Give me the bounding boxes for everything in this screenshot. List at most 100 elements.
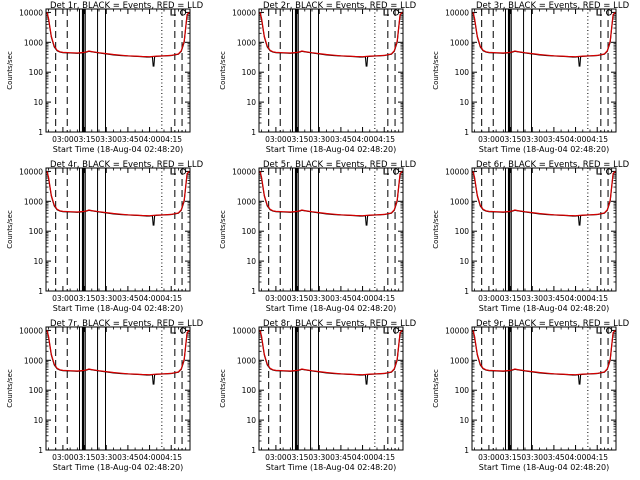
y-tick-label: 10000	[19, 326, 43, 335]
x-tick-label: 03:00	[265, 135, 287, 144]
x-tick-label: 04:00	[565, 135, 587, 144]
x-axis-label: Start Time (18-Aug-04 02:48:20)	[53, 304, 184, 313]
x-axis-label: Start Time (18-Aug-04 02:48:20)	[479, 304, 610, 313]
y-tick-label: 1000	[237, 197, 256, 206]
events-line	[259, 171, 403, 226]
y-tick-label: 100	[29, 386, 44, 395]
y-tick-label: 10	[246, 257, 256, 266]
y-tick-label: 100	[242, 227, 257, 236]
y-axis-label: Counts/sec	[219, 51, 227, 90]
events-line	[472, 330, 616, 385]
panel-det-9: Det 9r, BLACK = Events, RED = LLD 1 10 100 1…	[432, 319, 630, 472]
panel-det-8: Det 8r, BLACK = Events, RED = LLD 1 10 100 1…	[219, 319, 417, 472]
plot-frame	[471, 8, 617, 133]
y-axis-label: Counts/sec	[432, 51, 440, 90]
plot-frame	[45, 167, 191, 292]
x-tick-label: 04:00	[565, 294, 587, 303]
y-tick-label: 10000	[19, 167, 43, 176]
plot-frame	[258, 8, 404, 133]
x-tick-label: 04:00	[352, 453, 374, 462]
x-tick-label: 03:45	[117, 135, 139, 144]
y-tick-label: 1000	[450, 197, 469, 206]
y-tick-label: 10	[246, 98, 256, 107]
x-tick-label: 03:00	[52, 453, 74, 462]
y-tick-label: 100	[455, 68, 470, 77]
chart-title: Det 6r, BLACK = Events, RED = LLD	[476, 160, 630, 170]
y-tick-label: 1000	[237, 38, 256, 47]
panel-det-3: Det 3r, BLACK = Events, RED = LLD 1 10 100 1…	[432, 1, 630, 154]
y-tick-label: 10	[459, 416, 469, 425]
x-tick-label: 03:00	[265, 453, 287, 462]
x-tick-label: 03:30	[521, 453, 543, 462]
plot-frame	[45, 326, 191, 451]
y-tick-label: 1	[38, 128, 43, 137]
x-tick-label: 03:45	[543, 453, 565, 462]
y-tick-label: 1000	[237, 356, 256, 365]
lld-line	[259, 170, 403, 217]
corner-marker	[170, 328, 176, 334]
lld-line	[46, 11, 190, 58]
x-tick-label: 03:45	[543, 135, 565, 144]
corner-circle-marker	[392, 168, 400, 175]
x-tick-label: 04:15	[586, 135, 608, 144]
y-tick-label: 100	[29, 227, 44, 236]
y-axis-label: Counts/sec	[6, 369, 14, 408]
chart-title: Det 2r, BLACK = Events, RED = LLD	[263, 1, 417, 11]
lld-line	[46, 170, 190, 217]
x-tick-label: 04:00	[139, 294, 161, 303]
x-tick-label: 03:30	[308, 453, 330, 462]
y-tick-label: 1	[251, 287, 256, 296]
x-tick-label: 04:15	[373, 294, 395, 303]
x-tick-label: 04:00	[139, 453, 161, 462]
x-tick-label: 03:00	[52, 294, 74, 303]
x-tick-label: 04:15	[373, 135, 395, 144]
y-tick-label: 10	[33, 257, 43, 266]
y-tick-label: 1	[464, 287, 469, 296]
y-tick-label: 1	[464, 128, 469, 137]
x-tick-label: 03:15	[74, 135, 96, 144]
plot-frame	[471, 326, 617, 451]
x-tick-label: 03:30	[95, 135, 117, 144]
panel-det-5: Det 5r, BLACK = Events, RED = LLD 1 10 100 1…	[219, 160, 417, 313]
x-tick-label: 04:15	[160, 135, 182, 144]
x-tick-label: 04:15	[586, 294, 608, 303]
y-tick-label: 10000	[445, 8, 469, 17]
x-tick-label: 03:15	[500, 135, 522, 144]
x-tick-label: 03:15	[74, 294, 96, 303]
corner-marker	[170, 10, 176, 16]
x-tick-label: 04:15	[160, 453, 182, 462]
corner-marker	[170, 169, 176, 175]
x-tick-label: 03:30	[521, 135, 543, 144]
corner-marker	[383, 10, 389, 16]
lld-line	[472, 11, 616, 58]
x-tick-label: 03:45	[330, 294, 352, 303]
y-tick-label: 1	[251, 128, 256, 137]
x-axis-label: Start Time (18-Aug-04 02:48:20)	[266, 145, 397, 154]
corner-circle-marker	[179, 327, 187, 334]
y-tick-label: 10000	[445, 167, 469, 176]
y-axis-label: Counts/sec	[6, 210, 14, 249]
x-tick-label: 03:15	[500, 294, 522, 303]
corner-marker	[383, 169, 389, 175]
y-tick-label: 1000	[450, 356, 469, 365]
lld-line	[259, 329, 403, 376]
y-tick-label: 10	[33, 98, 43, 107]
x-tick-label: 04:15	[160, 294, 182, 303]
chart-title: Det 3r, BLACK = Events, RED = LLD	[476, 1, 630, 11]
y-tick-label: 100	[455, 227, 470, 236]
y-tick-label: 1	[464, 446, 469, 455]
x-axis-label: Start Time (18-Aug-04 02:48:20)	[266, 304, 397, 313]
x-tick-label: 03:15	[287, 294, 309, 303]
x-tick-label: 03:30	[521, 294, 543, 303]
y-tick-label: 10000	[19, 8, 43, 17]
chart-title: Det 4r, BLACK = Events, RED = LLD	[50, 160, 204, 170]
x-tick-label: 03:00	[265, 294, 287, 303]
corner-circle-marker	[179, 168, 187, 175]
plot-frame	[258, 326, 404, 451]
y-axis-label: Counts/sec	[432, 369, 440, 408]
x-tick-label: 03:45	[117, 294, 139, 303]
lld-line	[472, 170, 616, 217]
y-tick-label: 1000	[24, 38, 43, 47]
panel-det-2: Det 2r, BLACK = Events, RED = LLD 1 10 100 1…	[219, 1, 417, 154]
panel-det-6: Det 6r, BLACK = Events, RED = LLD 1 10 100 1…	[432, 160, 630, 313]
